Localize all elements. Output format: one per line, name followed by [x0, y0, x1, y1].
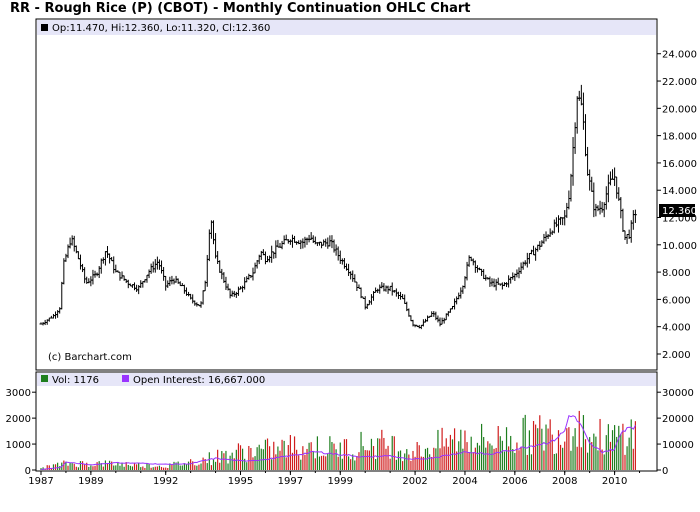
price-y-tick-label: 8.000	[662, 268, 691, 279]
open-interest-legend-text: Open Interest: 16,667.000	[133, 375, 265, 386]
price-legend-bar	[37, 20, 656, 35]
last-price-box	[659, 204, 695, 217]
price-y-tick-label: 2.000	[662, 350, 691, 361]
price-y-tick-label: 18.000	[662, 132, 697, 143]
volume-legend-swatch	[41, 375, 48, 382]
volume-legend-bar	[37, 373, 656, 386]
x-tick-label: 2002	[402, 476, 427, 487]
volume-y-tick-label: 2000	[6, 414, 31, 425]
price-legend-swatch	[41, 24, 48, 31]
price-y-tick-label: 20.000	[662, 104, 697, 115]
price-panel: Op:11.470, Hi:12.360, Lo:11.320, Cl:12.3…	[35, 18, 697, 371]
volume-y-axis-left: 3000 2000 1000 0	[6, 388, 36, 477]
volume-y-tick-label: 0	[25, 466, 31, 477]
price-y-tick-label: 4.000	[662, 323, 691, 334]
price-y-tick-label: 24.000	[662, 50, 697, 61]
x-tick-label: 2008	[552, 476, 577, 487]
x-tick-label: 1995	[228, 476, 253, 487]
x-axis: 1987 1989 1992 1995 1997 1999 2002 2004 2006 2008…	[28, 471, 641, 487]
chart-title: RR - Rough Rice (P) (CBOT) - Monthly Con…	[10, 1, 471, 16]
open-interest-y-tick-label: 10000	[662, 440, 694, 451]
volume-legend-text: Vol: 1176	[52, 375, 99, 386]
x-tick-label: 1989	[78, 476, 103, 487]
x-tick-label: 2010	[602, 476, 627, 487]
open-interest-series	[40, 414, 636, 470]
x-tick-label: 2006	[502, 476, 527, 487]
price-panel-frame	[35, 18, 658, 371]
price-y-tick-label: 14.000	[662, 186, 697, 197]
price-y-axis: 24.000 22.000 20.000 18.000 16.000 14.000 12.0…	[657, 50, 697, 361]
price-y-tick-label: 12.000	[662, 214, 697, 225]
volume-panel: Vol: 1176 Open Interest: 16,667.000 3000…	[6, 371, 694, 477]
x-tick-label: 1999	[328, 476, 353, 487]
x-tick-label: 1992	[153, 476, 178, 487]
price-y-tick-label: 6.000	[662, 295, 691, 306]
price-bars	[39, 84, 637, 330]
x-tick-label: 1987	[28, 476, 53, 487]
last-price-marker: 12.360	[659, 204, 697, 217]
open-interest-line	[40, 414, 636, 470]
open-interest-legend-swatch	[122, 375, 129, 382]
open-interest-y-axis-right: 30000 20000 10000 0	[657, 388, 694, 477]
volume-y-tick-label: 3000	[6, 388, 31, 399]
open-interest-y-tick-label: 30000	[662, 388, 694, 399]
open-interest-y-tick-label: 0	[662, 466, 668, 477]
x-tick-label: 2004	[452, 476, 477, 487]
x-tick-label: 1997	[278, 476, 303, 487]
price-y-tick-label: 10.000	[662, 241, 697, 252]
volume-y-tick-label: 1000	[6, 440, 31, 451]
last-price-label: 12.360	[662, 206, 697, 217]
price-y-tick-label: 22.000	[662, 77, 697, 88]
open-interest-y-tick-label: 20000	[662, 414, 694, 425]
watermark: (c) Barchart.com	[48, 352, 132, 363]
price-legend-text: Op:11.470, Hi:12.360, Lo:11.320, Cl:12.3…	[52, 23, 270, 34]
price-y-tick-label: 16.000	[662, 159, 697, 170]
